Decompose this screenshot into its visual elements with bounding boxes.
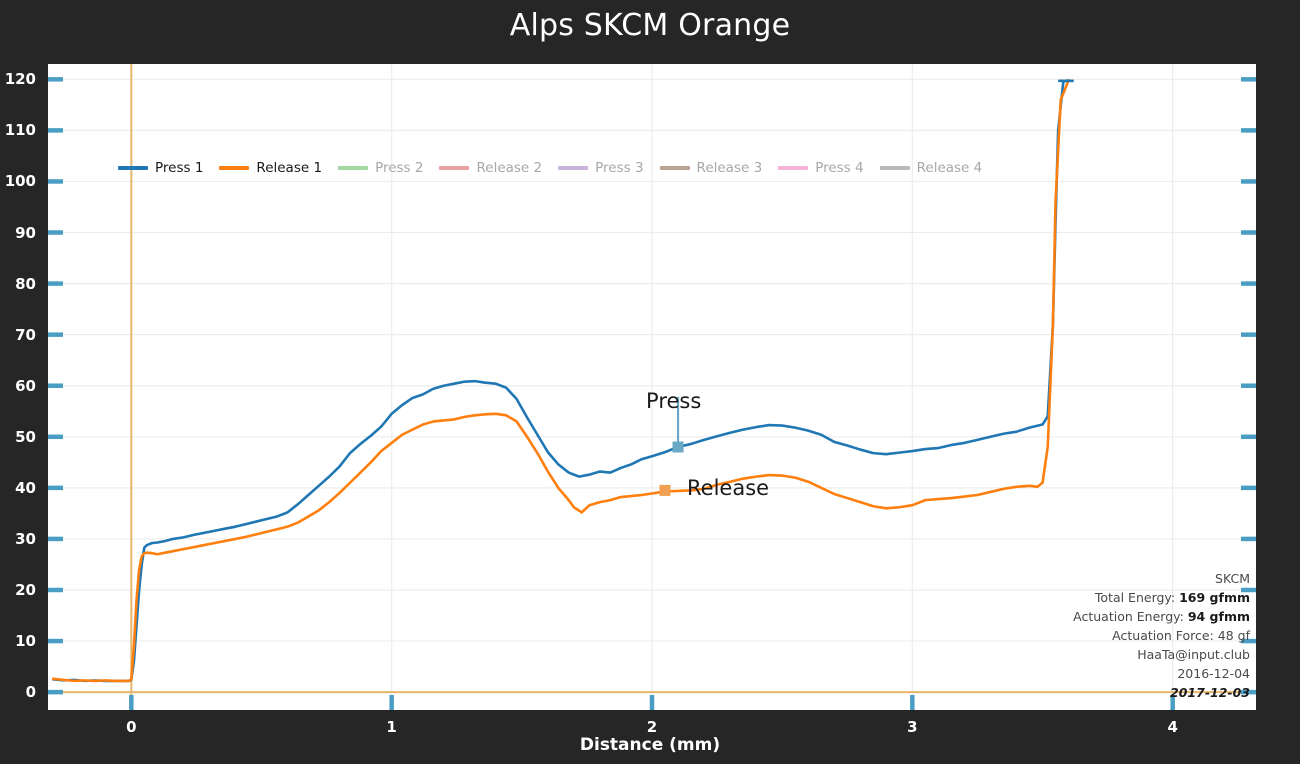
legend-label: Press 4 [815, 160, 864, 176]
legend-item-press-4[interactable]: Press 4 [778, 160, 864, 176]
plot-canvas [48, 64, 1256, 710]
plot-area: Press 1 Release 1 Press 2 Release 2 Press 3 R… [48, 64, 1256, 710]
y-tick-label: 60 [15, 376, 36, 395]
info-author: HaaTa@input.club [1137, 647, 1250, 662]
y-tick-label: 0 [25, 683, 36, 702]
x-tick-label: 3 [907, 718, 918, 736]
legend-swatch-icon [778, 166, 809, 170]
info-switch: SKCM [1215, 571, 1250, 586]
x-tick-label: 0 [126, 718, 137, 736]
x-tick-label: 4 [1167, 718, 1178, 736]
x-axis-label: Distance (mm) [579, 735, 721, 755]
legend-label: Release 3 [696, 160, 763, 176]
legend-item-release-1[interactable]: Release 1 [219, 160, 322, 176]
legend-label: Release 1 [256, 160, 323, 176]
info-total-energy: Total Energy: 169 gfmm [1094, 590, 1250, 605]
release-annotation: Release [687, 476, 770, 501]
y-tick-label: 10 [15, 632, 36, 651]
legend-item-release-2[interactable]: Release 2 [439, 160, 542, 176]
y-tick-label: 20 [15, 580, 36, 599]
info-block: SKCM Total Energy: 169 gfmm Actuation En… [1073, 569, 1250, 702]
legend-label: Release 4 [916, 160, 983, 176]
info-date-plotted: 2017-12-03 [1170, 685, 1250, 700]
legend-item-press-2[interactable]: Press 2 [338, 160, 423, 176]
legend-item-press-3[interactable]: Press 3 [558, 160, 644, 176]
legend-swatch-icon [558, 166, 589, 170]
y-tick-label: 80 [15, 274, 36, 293]
legend-item-press-1[interactable]: Press 1 [118, 160, 203, 176]
legend-swatch-icon [879, 166, 910, 170]
legend-swatch-icon [439, 166, 470, 170]
y-tick-label: 50 [15, 427, 36, 446]
page-title: Alps SKCM Orange [509, 8, 791, 43]
x-tick-label: 2 [646, 718, 658, 736]
y-tick-label: 30 [15, 529, 36, 548]
info-date-recorded: 2016-12-04 [1177, 666, 1250, 681]
legend-item-release-4[interactable]: Release 4 [879, 160, 983, 176]
legend-item-release-3[interactable]: Release 3 [659, 160, 763, 176]
x-tick-label: 1 [386, 718, 397, 736]
legend-swatch-icon [659, 166, 690, 170]
y-tick-label: 110 [4, 121, 36, 140]
info-total-energy-value: 169 gfmm [1179, 590, 1250, 605]
legend-label: Press 2 [375, 160, 424, 176]
legend-label: Press 3 [595, 160, 644, 176]
legend-swatch-icon [219, 166, 250, 170]
info-actuation-force: Actuation Force: 48 gf [1112, 628, 1250, 643]
y-tick-label: 40 [15, 478, 36, 497]
legend-swatch-icon [118, 166, 148, 170]
press-annotation: Press [646, 389, 702, 413]
y-tick-label: 70 [15, 325, 36, 344]
y-tick-label: 120 [4, 70, 36, 89]
y-tick-label: 90 [15, 223, 36, 242]
legend-label: Release 2 [476, 160, 543, 176]
legend-label: Press 1 [155, 160, 204, 176]
legend-swatch-icon [338, 166, 369, 170]
legend: Press 1 Release 1 Press 2 Release 2 Press 3 R… [118, 160, 998, 176]
info-actuation-energy: Actuation Energy: 94 gfmm [1073, 609, 1250, 624]
y-tick-label: 100 [4, 172, 36, 191]
info-actuation-energy-value: 94 gfmm [1187, 609, 1250, 624]
